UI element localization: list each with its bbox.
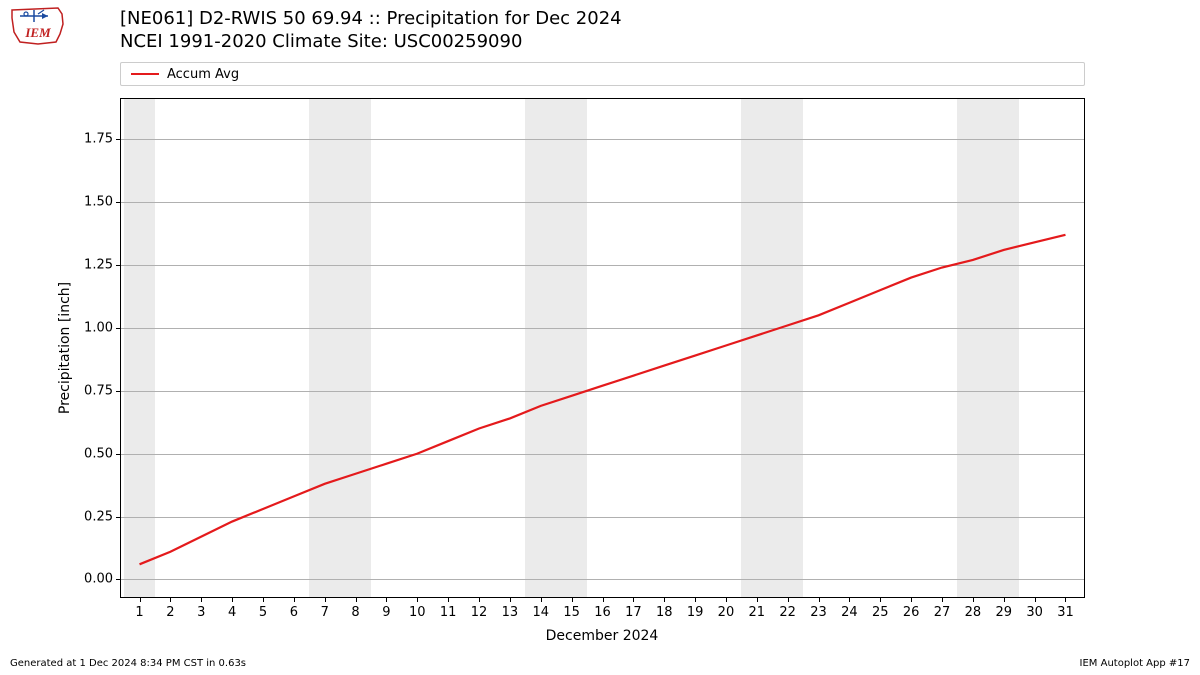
x-tick-label: 25 — [872, 605, 889, 620]
x-tick-label: 11 — [440, 605, 457, 620]
x-tick-label: 7 — [321, 605, 329, 620]
x-tick-label: 29 — [995, 605, 1012, 620]
x-tick — [1065, 597, 1066, 602]
x-tick-label: 24 — [841, 605, 858, 620]
title-line-1: [NE061] D2-RWIS 50 69.94 :: Precipitatio… — [120, 8, 622, 31]
x-tick-label: 22 — [779, 605, 796, 620]
x-tick-label: 16 — [594, 605, 611, 620]
x-tick — [633, 597, 634, 602]
x-tick — [510, 597, 511, 602]
x-tick — [942, 597, 943, 602]
x-tick-label: 14 — [532, 605, 549, 620]
x-tick — [572, 597, 573, 602]
x-tick — [757, 597, 758, 602]
x-tick — [201, 597, 202, 602]
y-tick-label: 1.00 — [84, 320, 113, 335]
legend-label: Accum Avg — [167, 67, 239, 82]
x-tick-label: 15 — [563, 605, 580, 620]
x-tick-label: 12 — [471, 605, 488, 620]
x-tick — [788, 597, 789, 602]
plot-area: 0.000.250.500.751.001.251.501.7512345678… — [120, 98, 1085, 598]
x-tick-label: 30 — [1026, 605, 1043, 620]
x-tick — [1035, 597, 1036, 602]
x-tick-label: 19 — [687, 605, 704, 620]
x-tick — [294, 597, 295, 602]
x-tick — [448, 597, 449, 602]
x-tick — [911, 597, 912, 602]
x-tick — [170, 597, 171, 602]
x-tick — [232, 597, 233, 602]
x-tick-label: 3 — [197, 605, 205, 620]
x-tick-label: 4 — [228, 605, 236, 620]
x-tick — [726, 597, 727, 602]
series-layer — [121, 99, 1084, 597]
y-tick-label: 0.00 — [84, 572, 113, 587]
x-tick — [541, 597, 542, 602]
x-tick — [140, 597, 141, 602]
iowa-map-icon: IEM — [8, 4, 68, 48]
legend: Accum Avg — [120, 62, 1085, 86]
y-tick-label: 1.75 — [84, 132, 113, 147]
x-tick — [263, 597, 264, 602]
x-axis-label: December 2024 — [546, 628, 659, 644]
footer-generated: Generated at 1 Dec 2024 8:34 PM CST in 0… — [10, 658, 246, 669]
chart-title: [NE061] D2-RWIS 50 69.94 :: Precipitatio… — [120, 8, 622, 53]
x-tick-label: 8 — [351, 605, 359, 620]
x-tick-label: 21 — [749, 605, 766, 620]
legend-swatch — [131, 73, 159, 75]
y-tick-label: 0.25 — [84, 509, 113, 524]
x-tick-label: 23 — [810, 605, 827, 620]
iem-logo: IEM — [8, 4, 68, 48]
x-tick — [603, 597, 604, 602]
x-tick — [973, 597, 974, 602]
x-tick-label: 17 — [625, 605, 642, 620]
x-tick — [417, 597, 418, 602]
x-tick-label: 20 — [718, 605, 735, 620]
x-tick — [325, 597, 326, 602]
x-tick — [664, 597, 665, 602]
x-tick — [479, 597, 480, 602]
svg-text:IEM: IEM — [24, 25, 51, 40]
y-tick-label: 0.75 — [84, 383, 113, 398]
y-axis-label: Precipitation [inch] — [57, 282, 73, 414]
x-tick — [356, 597, 357, 602]
x-tick — [849, 597, 850, 602]
y-tick-label: 0.50 — [84, 446, 113, 461]
x-tick-label: 13 — [502, 605, 519, 620]
x-tick — [386, 597, 387, 602]
title-line-2: NCEI 1991-2020 Climate Site: USC00259090 — [120, 31, 622, 54]
footer-app: IEM Autoplot App #17 — [1080, 658, 1190, 669]
x-tick — [819, 597, 820, 602]
x-tick-label: 5 — [259, 605, 267, 620]
x-tick-label: 6 — [290, 605, 298, 620]
x-tick-label: 1 — [135, 605, 143, 620]
x-tick — [1004, 597, 1005, 602]
x-tick-label: 31 — [1057, 605, 1074, 620]
series-line — [140, 235, 1066, 564]
x-tick — [880, 597, 881, 602]
x-tick-label: 9 — [382, 605, 390, 620]
x-tick — [695, 597, 696, 602]
x-tick-label: 26 — [903, 605, 920, 620]
x-tick-label: 18 — [656, 605, 673, 620]
x-tick-label: 10 — [409, 605, 426, 620]
x-tick-label: 27 — [934, 605, 951, 620]
x-tick-label: 28 — [965, 605, 982, 620]
x-tick-label: 2 — [166, 605, 174, 620]
y-tick-label: 1.25 — [84, 258, 113, 273]
y-tick-label: 1.50 — [84, 195, 113, 210]
